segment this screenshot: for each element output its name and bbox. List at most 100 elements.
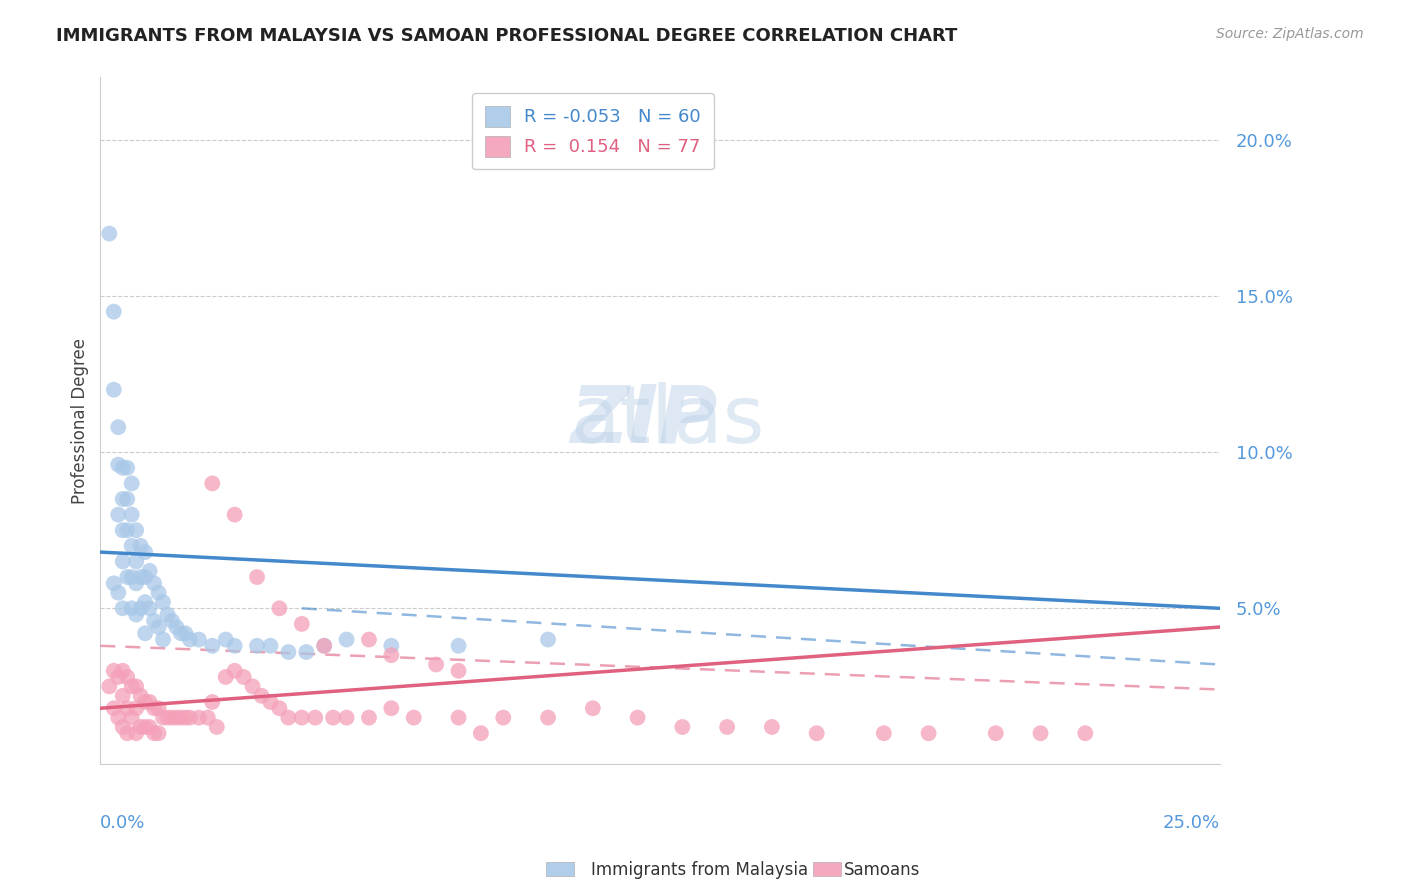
Point <box>115 491 138 506</box>
Point <box>582 701 605 715</box>
Point <box>138 720 160 734</box>
Point <box>322 710 344 724</box>
Text: Source: ZipAtlas.com: Source: ZipAtlas.com <box>1216 27 1364 41</box>
Point <box>314 639 336 653</box>
Point <box>107 420 129 434</box>
Point <box>121 539 143 553</box>
Point <box>160 710 183 724</box>
Point <box>148 701 170 715</box>
Point <box>125 679 148 693</box>
Point <box>160 614 183 628</box>
Point <box>205 720 228 734</box>
Point <box>716 720 738 734</box>
Point <box>492 710 515 724</box>
Point <box>447 710 470 724</box>
Point <box>111 460 134 475</box>
Point <box>111 601 134 615</box>
Point <box>115 570 138 584</box>
Point <box>984 726 1007 740</box>
Point <box>143 701 166 715</box>
Point <box>125 726 148 740</box>
Point <box>336 710 359 724</box>
Point <box>761 720 783 734</box>
Point <box>115 726 138 740</box>
Point <box>156 710 179 724</box>
Point <box>259 695 281 709</box>
Point <box>103 383 125 397</box>
Point <box>537 710 560 724</box>
Point <box>125 607 148 622</box>
Point <box>447 664 470 678</box>
Point <box>134 626 156 640</box>
Point <box>380 639 402 653</box>
Point <box>259 639 281 653</box>
Point <box>152 595 174 609</box>
Point <box>138 601 160 615</box>
Point <box>111 523 134 537</box>
Point <box>115 523 138 537</box>
Point <box>215 632 238 647</box>
Point <box>143 576 166 591</box>
Point <box>215 670 238 684</box>
Point <box>246 639 269 653</box>
Point <box>166 620 188 634</box>
Point <box>357 710 380 724</box>
Point <box>103 304 125 318</box>
Point <box>1074 726 1097 740</box>
Point <box>187 632 209 647</box>
Point <box>197 710 219 724</box>
Point <box>129 689 152 703</box>
Point <box>304 710 326 724</box>
Point <box>291 616 314 631</box>
Point <box>107 670 129 684</box>
Point <box>314 639 336 653</box>
Point <box>537 632 560 647</box>
Point <box>143 726 166 740</box>
Text: IMMIGRANTS FROM MALAYSIA VS SAMOAN PROFESSIONAL DEGREE CORRELATION CHART: IMMIGRANTS FROM MALAYSIA VS SAMOAN PROFE… <box>56 27 957 45</box>
Point <box>111 664 134 678</box>
Point <box>380 701 402 715</box>
Point <box>156 607 179 622</box>
Point <box>671 720 693 734</box>
Point <box>232 670 254 684</box>
Point <box>125 701 148 715</box>
Point <box>115 460 138 475</box>
Point <box>357 632 380 647</box>
Point <box>201 639 224 653</box>
Point <box>917 726 939 740</box>
Point <box>152 710 174 724</box>
Point <box>111 491 134 506</box>
Point <box>246 570 269 584</box>
Point <box>626 710 648 724</box>
Point <box>470 726 492 740</box>
Point <box>242 679 264 693</box>
Point <box>107 585 129 599</box>
Point <box>129 720 152 734</box>
Point <box>121 476 143 491</box>
Point <box>174 710 197 724</box>
Point <box>336 632 359 647</box>
FancyBboxPatch shape <box>546 862 574 876</box>
Point <box>111 554 134 568</box>
Point <box>121 508 143 522</box>
Point <box>121 710 143 724</box>
Point <box>291 710 314 724</box>
Point <box>129 570 152 584</box>
Point <box>103 664 125 678</box>
Text: Samoans: Samoans <box>844 861 920 879</box>
Point <box>111 720 134 734</box>
Point <box>179 710 201 724</box>
Point <box>98 227 121 241</box>
Point <box>224 639 246 653</box>
Point <box>170 626 193 640</box>
Point <box>134 570 156 584</box>
Point <box>138 695 160 709</box>
Point <box>134 695 156 709</box>
Point <box>269 601 291 615</box>
Point <box>98 679 121 693</box>
Point <box>107 458 129 472</box>
Point <box>806 726 828 740</box>
Point <box>134 595 156 609</box>
Point <box>121 570 143 584</box>
Point <box>174 626 197 640</box>
